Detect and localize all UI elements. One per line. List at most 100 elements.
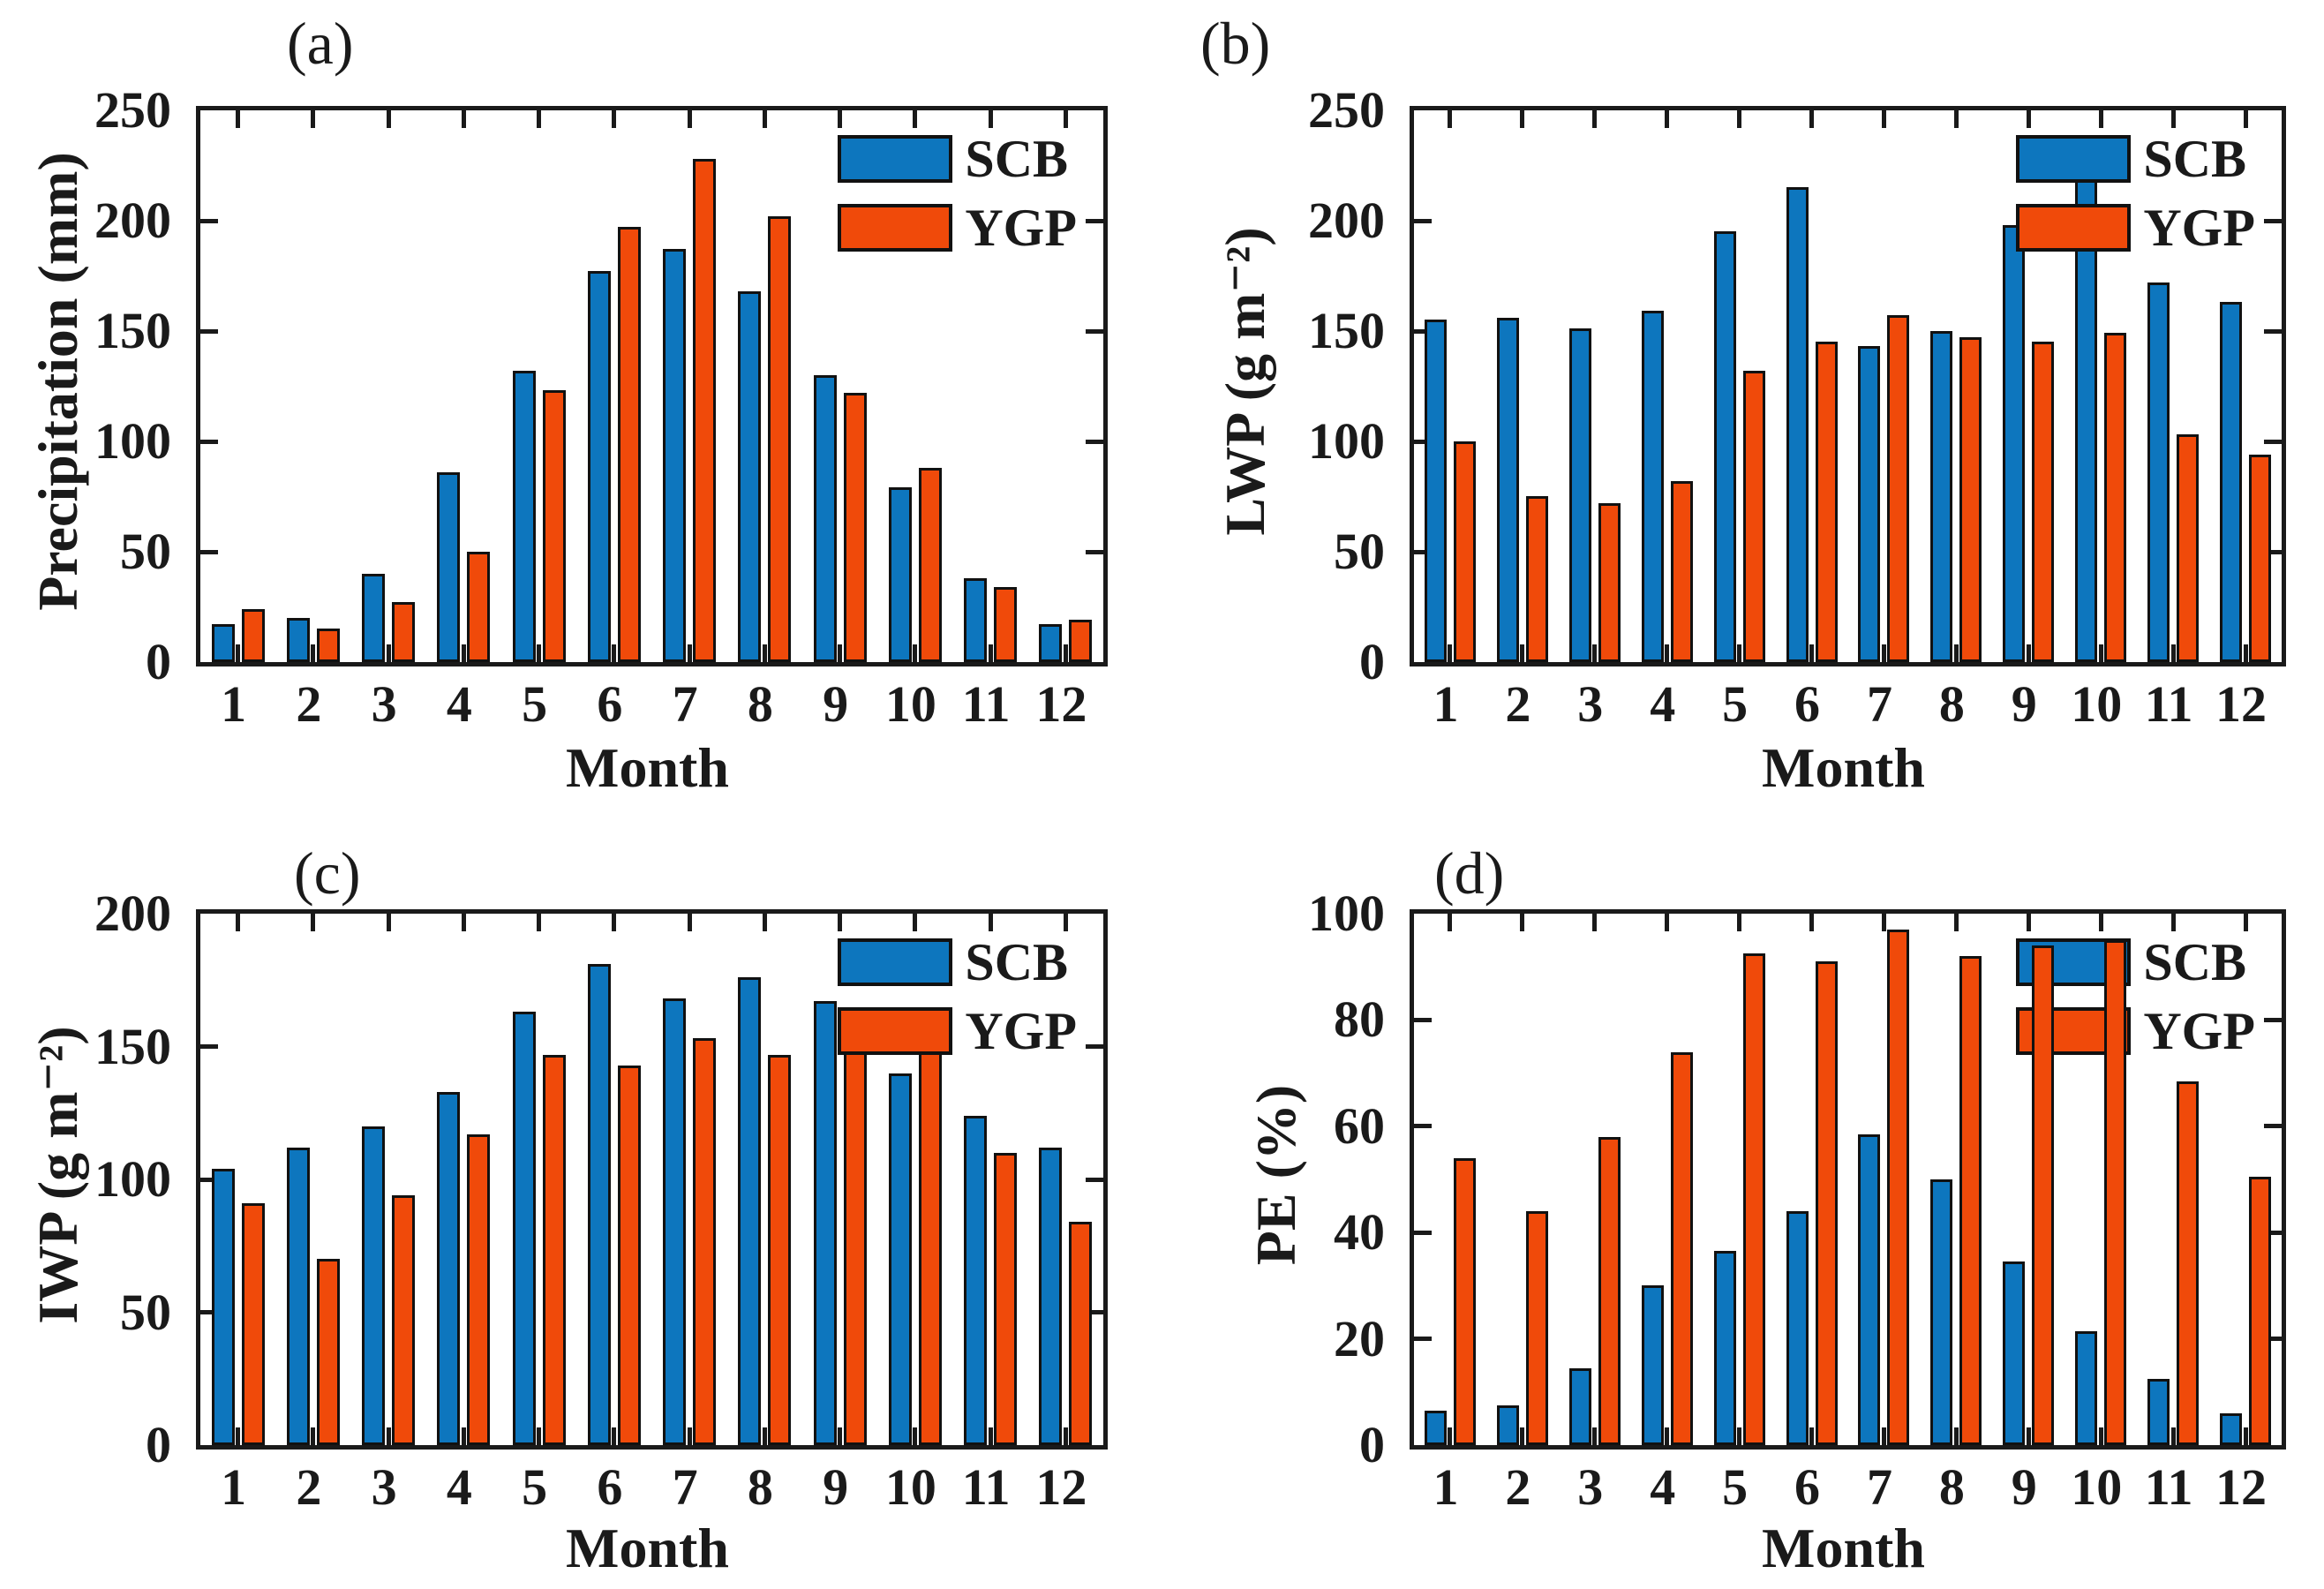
bar-scb-m5 [512, 1012, 536, 1445]
bar-ygp-m1 [1453, 441, 1476, 662]
bar-scb-m11 [964, 1116, 988, 1445]
legend-label-ygp: YGP [2143, 199, 2255, 257]
bar-scb-m7 [1858, 346, 1881, 662]
y-tick-mirror [1086, 1044, 1103, 1049]
bar-scb-m2 [286, 1148, 310, 1445]
bar-ygp-m4 [1670, 1052, 1693, 1445]
bar-ygp-m7 [693, 159, 717, 662]
bar-scb-m6 [1786, 1211, 1809, 1445]
bar-ygp-m3 [392, 602, 416, 662]
y-tick-label: 0 [146, 633, 171, 690]
bar-ygp-m3 [392, 1195, 416, 1445]
x-tick-mirror [1063, 110, 1068, 128]
x-tick [1063, 644, 1068, 662]
bar-ygp-m6 [1815, 961, 1838, 1445]
bar-scb-m1 [211, 1169, 235, 1445]
bar-ygp-m5 [1742, 371, 1765, 662]
x-tick [461, 1427, 466, 1445]
x-tick-mirror [1665, 914, 1670, 931]
bar-scb-m8 [1930, 331, 1953, 662]
x-tick-mirror [687, 914, 692, 931]
legend-swatch-ygp [838, 1007, 953, 1055]
x-tick-mirror [386, 914, 391, 931]
x-tick-label: 4 [446, 675, 472, 733]
y-tick-label: 100 [94, 412, 171, 470]
panel-letter: (d) [1434, 840, 1505, 907]
bar-scb-m12 [2220, 1413, 2243, 1445]
x-tick [386, 1427, 391, 1445]
bar-scb-m11 [2147, 1379, 2170, 1445]
y-tick-label: 0 [146, 1416, 171, 1473]
bar-ygp-m6 [617, 227, 641, 662]
bar-ygp-m6 [617, 1066, 641, 1445]
panel-d: (d) PE (%) SCB YGP Month 0 20 40 60 80 100 1 2 3… [1162, 794, 2324, 1589]
bar-ygp-m3 [1598, 1137, 1621, 1445]
x-tick-mirror [1592, 914, 1598, 931]
x-tick-mirror [988, 110, 993, 128]
y-tick-mirror [1086, 328, 1103, 334]
x-tick-label: 7 [672, 1458, 698, 1516]
x-tick-label: 2 [1505, 1458, 1531, 1516]
y-tick-mirror [2264, 439, 2282, 444]
x-tick-mirror [1953, 914, 1959, 931]
x-tick-mirror [386, 110, 391, 128]
x-tick-mirror [1737, 110, 1742, 128]
bar-ygp-m1 [1453, 1158, 1476, 1445]
x-tick-mirror [2243, 914, 2248, 931]
x-tick [1809, 644, 1815, 662]
bar-scb-m2 [1496, 318, 1519, 662]
plot-area: SCB YGP [196, 106, 1108, 666]
bar-ygp-m9 [2032, 945, 2055, 1445]
x-tick-mirror [1953, 110, 1959, 128]
bar-scb-m11 [2147, 282, 2170, 662]
x-tick-label: 11 [961, 675, 1011, 733]
bar-ygp-m5 [1742, 953, 1765, 1445]
y-tick [1414, 218, 1432, 223]
panel-letter: (a) [287, 10, 354, 77]
y-tick-mirror [1086, 549, 1103, 554]
x-tick [1953, 1427, 1959, 1445]
x-tick-mirror [2026, 914, 2031, 931]
legend-swatch-scb [2016, 135, 2132, 183]
y-tick-label: 20 [1334, 1309, 1385, 1367]
y-tick [1414, 1017, 1432, 1022]
x-tick-label: 2 [296, 1458, 322, 1516]
x-tick-label: 6 [1794, 1458, 1821, 1516]
x-tick-label: 3 [371, 1458, 397, 1516]
bar-scb-m7 [663, 249, 687, 662]
x-tick-label: 9 [2011, 1458, 2037, 1516]
y-tick-mirror [2264, 1124, 2282, 1129]
x-tick-label: 5 [522, 1458, 548, 1516]
x-tick-label: 9 [823, 1458, 849, 1516]
x-tick-mirror [236, 914, 241, 931]
x-axis-label: Month [566, 1517, 729, 1579]
legend-swatch-scb [838, 135, 953, 183]
x-tick [913, 1427, 918, 1445]
bar-ygp-m1 [241, 1203, 265, 1445]
bar-ygp-m8 [1959, 956, 1982, 1445]
x-tick-label: 5 [1722, 1458, 1749, 1516]
bar-scb-m5 [1713, 231, 1736, 662]
legend: SCB YGP [838, 132, 1077, 270]
bar-scb-m1 [1424, 320, 1447, 662]
x-tick-label: 1 [1433, 1458, 1459, 1516]
x-tick-label: 11 [961, 1458, 1011, 1516]
x-tick-mirror [838, 110, 843, 128]
y-tick-mirror [2264, 1230, 2282, 1235]
y-tick [1414, 549, 1432, 554]
x-tick [1448, 644, 1453, 662]
y-tick [1414, 1230, 1432, 1235]
x-tick-mirror [1809, 110, 1815, 128]
bar-scb-m1 [211, 624, 235, 662]
panel-c: (c) IWP (g m⁻²) SCB YGP Month 0 50 100 150 2… [0, 794, 1162, 1589]
bar-ygp-m4 [1670, 481, 1693, 662]
y-tick-label: 40 [1334, 1203, 1385, 1261]
x-axis-label: Month [566, 736, 729, 799]
y-tick-mirror [2264, 1017, 2282, 1022]
x-tick-mirror [2098, 110, 2103, 128]
bar-scb-m10 [2075, 1331, 2098, 1445]
bar-scb-m10 [888, 487, 912, 662]
y-tick [1414, 439, 1432, 444]
bar-scb-m6 [587, 964, 611, 1445]
bar-scb-m5 [512, 371, 536, 662]
